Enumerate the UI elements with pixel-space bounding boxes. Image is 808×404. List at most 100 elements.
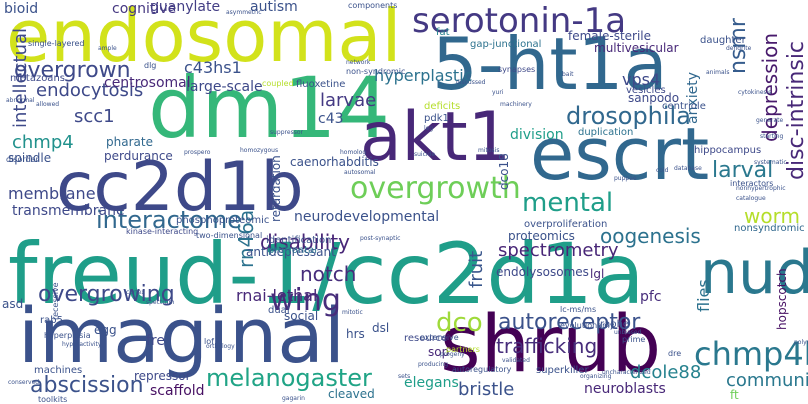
word-cortex: cortex: [126, 289, 145, 296]
word-hopscotch: flies: [694, 279, 713, 312]
word-egg: antidepressant: [246, 245, 336, 259]
word-dre: dre: [668, 349, 682, 358]
word-trafficking: trafficking: [496, 334, 598, 358]
word-pdk1: egg: [94, 323, 117, 337]
word-mitosis: mitosis: [478, 147, 500, 154]
word-dendrite: dendrite: [726, 45, 752, 52]
word-communication: c43hs1: [184, 58, 242, 77]
word-animals: animals: [706, 69, 730, 76]
word-dcole88: larvae: [320, 90, 377, 111]
word-scaffold: large-scale: [186, 79, 263, 95]
word-toolkits: hyperplasia: [44, 331, 91, 340]
word-endolysosomes: asd: [2, 297, 24, 311]
word-pharate: sanpodo: [628, 91, 680, 105]
word-neurodevelopmental: scaffold: [150, 383, 205, 399]
word-asd: social: [284, 309, 319, 323]
word-starting: starting: [760, 133, 784, 140]
word-chmp4b: chmp4b: [694, 335, 808, 373]
word-social: hrs: [346, 327, 365, 341]
word-generate: generate: [756, 117, 784, 124]
word-melanogaster: melanogaster: [206, 364, 372, 392]
word-guanylate: proteomics: [508, 229, 575, 243]
word-c43hs1: chmp4: [12, 132, 74, 153]
word-post-synaptic: post-synaptic: [360, 235, 401, 242]
word-neuroblasts: spindle: [8, 151, 52, 165]
word-cold: cold: [656, 167, 669, 174]
word-spindle: multivesicular: [594, 41, 679, 55]
word-autism: transmembrane: [12, 203, 125, 219]
word-duplication: metazoans: [10, 73, 65, 84]
word-autosomal: autosomal: [344, 169, 376, 176]
word-machines: toolkits: [38, 395, 68, 404]
word-drosophila: drosophila: [566, 102, 691, 130]
word-identification: kinase-interacting: [126, 227, 199, 236]
word-shrub: shrub: [440, 300, 662, 390]
word-asymmetric: components: [348, 1, 398, 10]
word-components: partners: [446, 345, 480, 354]
word-chmp4: hyperplastic: [374, 66, 473, 85]
word-scc1: cognitive: [112, 1, 177, 17]
word-worm: division: [510, 127, 564, 143]
word-transmembrane: neuroblasts: [584, 381, 666, 397]
word-two-dimensional: lc-ms/ms: [560, 305, 597, 314]
word-serotonin-1a: serotonin-1a: [412, 1, 627, 41]
word-rnai-lethal: cleaved: [328, 387, 375, 401]
word-fat: daughter: [700, 35, 746, 46]
word-perdurance: hopscotch: [775, 268, 789, 330]
word-c43: rnai-lethal: [236, 286, 318, 305]
word-overgrowth: overgrowth: [350, 171, 521, 206]
word-endocytosis: guanylate: [150, 0, 221, 15]
word-freud-1-cc2d1a: freud-1/cc2d1a: [8, 225, 645, 323]
word-notch: notch: [300, 262, 357, 286]
word-proteomics: elegans: [404, 375, 459, 391]
word-nonhypertrophic: nonhypertrophic: [736, 185, 786, 192]
word-sets: sets: [398, 373, 411, 380]
word-uncharacterized: machines: [34, 365, 83, 376]
word-lgl: rab5: [40, 315, 63, 326]
word-centriole: hippocampus: [694, 145, 762, 156]
word-female-sterile: nonsyndromic: [734, 223, 805, 234]
word-mitotic: mitotic: [342, 309, 363, 316]
word-mental: mental: [522, 188, 614, 218]
word-rab5: dsl: [372, 321, 390, 335]
word-ample: ample: [98, 45, 117, 52]
word-dco18: dcole88: [630, 362, 702, 383]
word-escrt: escrt: [530, 112, 710, 196]
word-multivesicular: retardation: [269, 155, 283, 222]
word-dsl: sop: [428, 345, 450, 359]
word-gap-junctional: fat: [436, 27, 450, 38]
word-vesicles: gap-junctional: [470, 39, 542, 50]
word-evolutionarily: autoregulatory: [452, 365, 512, 374]
word-5-ht1a: 5-ht1a: [432, 22, 668, 106]
word-disc-intrinsic: disc-intrinsic: [784, 40, 808, 180]
word-vps4: scc1: [74, 106, 115, 127]
word-allowed: abnormal: [6, 97, 35, 104]
word-homolog: homolog: [340, 149, 367, 156]
word-flies: worm: [744, 204, 800, 228]
word-progeny: progeny: [440, 351, 465, 358]
word-caenorhabditis: duplication: [578, 127, 634, 138]
word-hyperplastic: autism: [250, 0, 298, 15]
word-partners: evolutionarily: [560, 321, 615, 330]
word-abscission: abscission: [30, 373, 144, 398]
word-discussed: discussed: [456, 79, 486, 86]
word-hyperplasia: hyperactivity: [62, 341, 102, 348]
word-synapses: single-layered: [28, 39, 85, 48]
word-intellectual: bristle: [458, 379, 515, 400]
word-polymerization: polymerization: [794, 339, 808, 346]
word-bioid: membrane: [8, 184, 96, 203]
word-oogenesis: c43: [318, 111, 344, 127]
word-prospero: prospero: [184, 149, 211, 156]
word-organizing: organizing: [580, 373, 612, 380]
word-suicide: suicide: [414, 151, 436, 158]
word-homozygous: homozygous: [240, 147, 279, 154]
word-imaginal: imaginal: [18, 291, 345, 380]
word-antidepressant: prefrontal: [268, 245, 318, 256]
word-network: network: [346, 59, 371, 66]
word-wing: wing: [270, 283, 341, 318]
word-bait: bait: [562, 71, 574, 78]
word-dm14: dm14: [148, 59, 391, 157]
word-large-scale: anxiety: [685, 71, 701, 124]
word-extensive: extensive: [420, 333, 459, 342]
